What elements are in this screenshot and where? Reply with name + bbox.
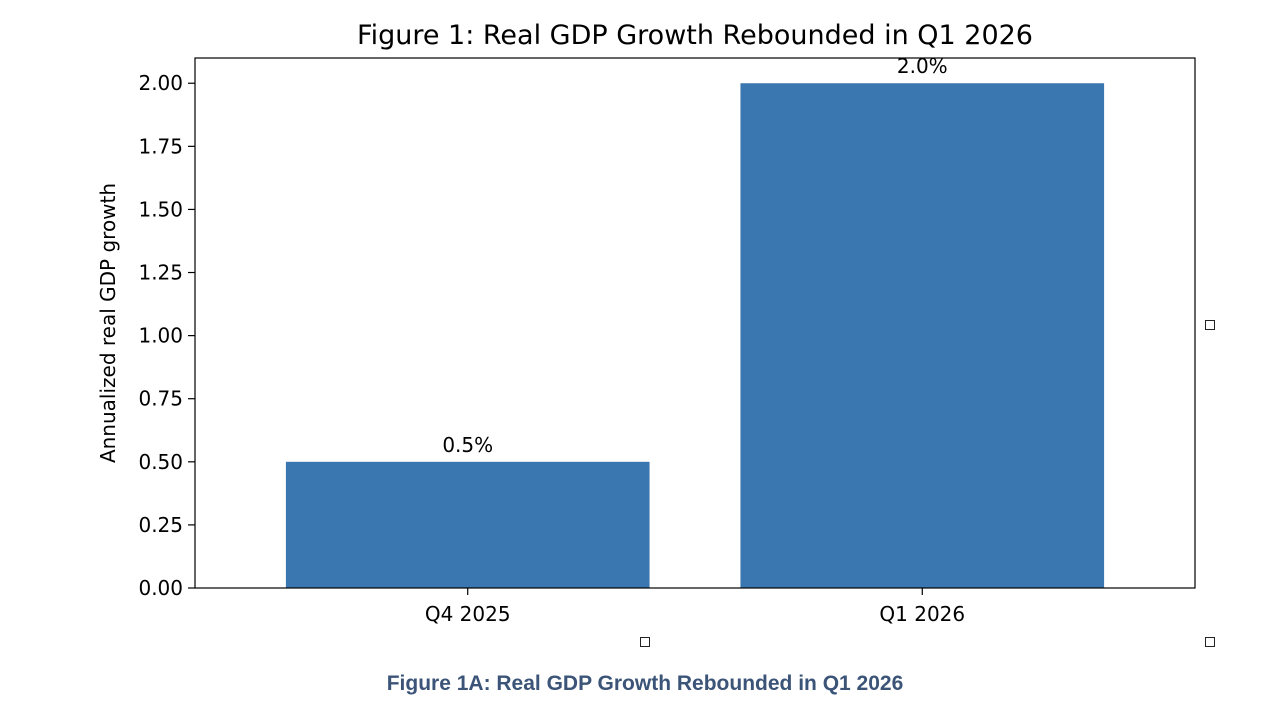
plot-frame <box>194 57 1196 589</box>
bars-layer: 0.5%2.0% <box>285 54 1105 588</box>
bar <box>740 83 1105 588</box>
y-tick-label: 1.00 <box>138 324 183 348</box>
y-tick-label: 0.00 <box>138 576 183 600</box>
resize-handle-bottom-right[interactable] <box>1205 637 1215 647</box>
chart-title: Figure 1: Real GDP Growth Rebounded in Q… <box>357 20 1033 51</box>
x-tick-label: Q4 2025 <box>425 602 511 626</box>
y-tick-label: 1.50 <box>138 197 183 221</box>
y-axis-label: Annualized real GDP growth <box>96 183 120 463</box>
y-tick-label: 1.75 <box>138 134 183 158</box>
y-tick-label: 0.25 <box>138 513 183 537</box>
y-tick-label: 1.25 <box>138 261 183 285</box>
y-tick-label: 0.50 <box>138 450 183 474</box>
resize-handle-right-middle[interactable] <box>1205 320 1215 330</box>
resize-handle-bottom-middle[interactable] <box>640 637 650 647</box>
figure-caption: Figure 1A: Real GDP Growth Rebounded in … <box>386 672 904 695</box>
x-tick-label: Q1 2026 <box>879 602 965 626</box>
bar-value-label: 0.5% <box>442 433 493 457</box>
x-axis: Q4 2025 Q1 2026 <box>425 588 965 626</box>
y-tick-label: 2.00 <box>138 71 183 95</box>
y-axis: 0.00 0.25 0.50 0.75 1.00 1.25 1.50 1.75 2.00 <box>138 71 195 600</box>
bar-chart: Figure 1: Real GDP Growth Rebounded in Q… <box>96 20 1196 626</box>
y-tick-label: 0.75 <box>138 387 183 411</box>
bar <box>285 461 650 588</box>
